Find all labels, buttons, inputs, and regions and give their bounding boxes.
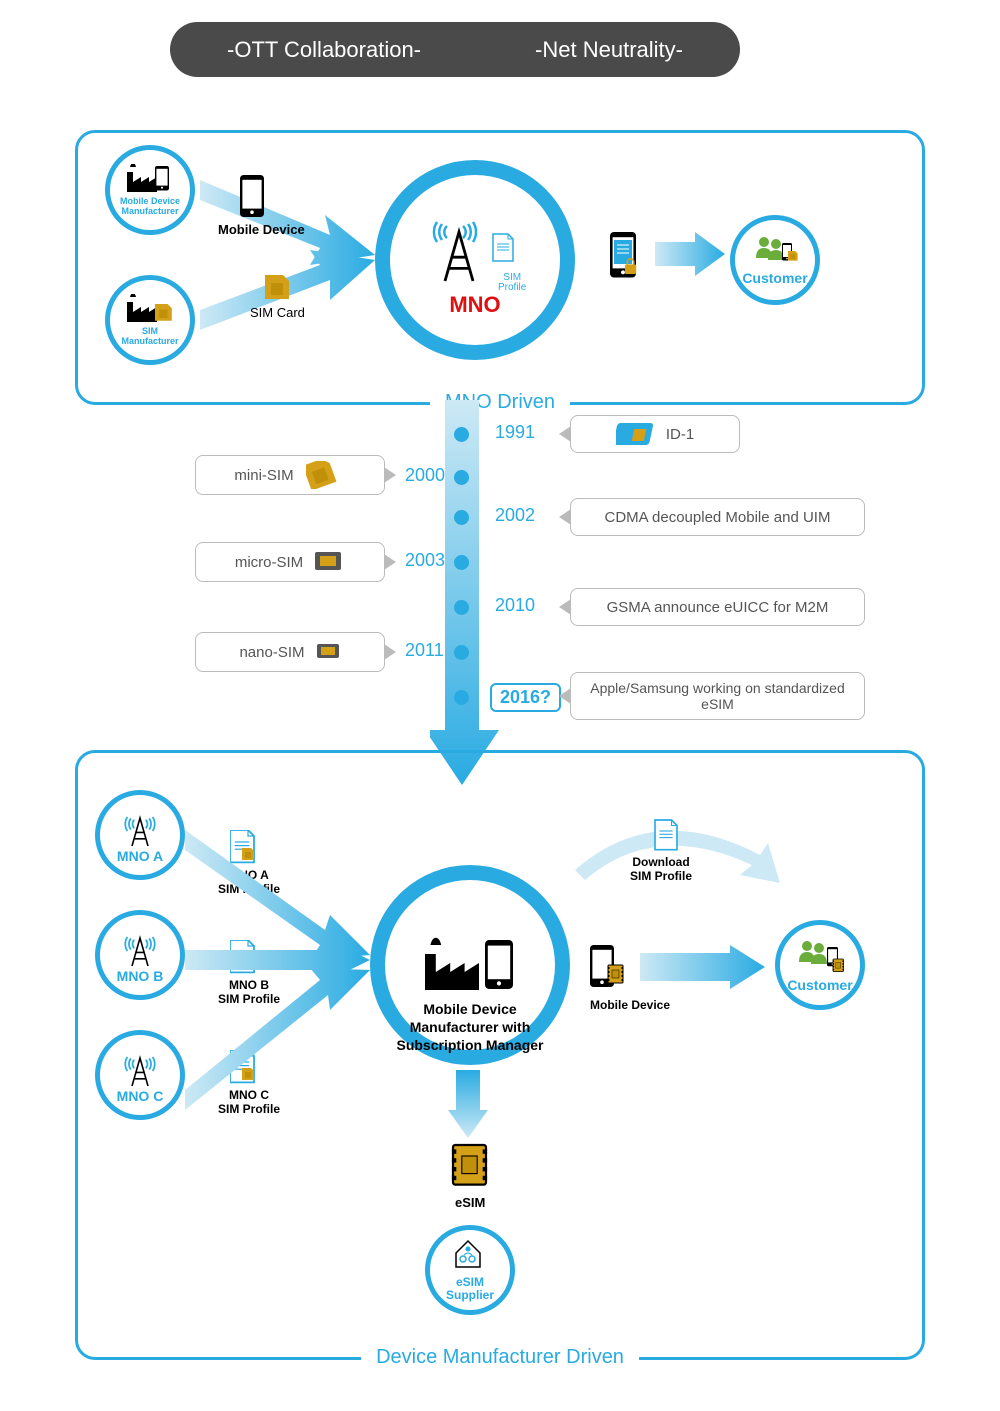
timeline-bubble-6: Apple/Samsung working on standardized eS… [570,672,865,720]
header-left: -OTT Collaboration- [227,37,421,63]
sim-profile-label: SIMProfile [498,273,526,293]
node-customer-bottom: Customer [775,920,865,1010]
timeline-text-1: mini-SIM [234,467,293,484]
timeline-year-0: 1991 [495,422,535,443]
mno-b-label: MNO B [117,969,164,984]
header-pill: -OTT Collaboration- -Net Neutrality- [170,22,740,77]
micro-sim-icon [315,552,345,572]
timeline-bubble-5: nano-SIM [195,632,385,672]
timeline-year-4: 2010 [495,595,535,616]
arrows-to-mno [200,160,380,360]
esim-up-arrow [448,1070,488,1140]
arrow-device-customer [570,945,770,995]
timeline-year-5: 2011 [405,640,444,661]
timeline-bubble-3: micro-SIM [195,542,385,582]
center-label: Mobile DeviceManufacturer withSubscripti… [395,1000,545,1055]
mobile-device-label-2: Mobile Device [590,998,670,1012]
sim-card-label: SIM Card [250,305,305,320]
header-right: -Net Neutrality- [535,37,683,63]
timeline-text-4: GSMA announce eUICC for M2M [607,599,829,616]
timeline-text-0: ID-1 [666,426,694,443]
timeline-bubble-2: CDMA decoupled Mobile and UIM [570,498,865,536]
customer-label-bottom: Customer [787,978,852,993]
timeline-bubble-1: mini-SIM [195,455,385,495]
node-mno-a: MNO A [95,790,185,880]
tower-icon [115,1046,165,1086]
nano-sim-icon [317,644,341,660]
timeline-dot [454,555,469,570]
mno-a-label: MNO A [117,849,163,864]
timeline-dot [454,690,469,705]
timeline-text-5: nano-SIM [239,644,304,661]
node-mno: SIMProfile MNO [375,160,575,360]
tower-icon [115,806,165,846]
mobile-device-label: Mobile Device [218,222,305,237]
id1-icon [616,421,656,447]
arrows-abc-to-center [185,800,385,1130]
esim-chip-icon [445,1140,495,1195]
timeline-year-2: 2002 [495,505,535,526]
timeline-arrow [430,400,500,790]
timeline-year-3: 2003 [405,550,445,571]
supplier-icon [450,1238,490,1273]
customer-label-top: Customer [742,271,807,286]
node-esim-supplier: eSIMSupplier [425,1225,515,1315]
timeline-bubble-0: ID-1 [570,415,740,453]
mini-sim-icon [306,461,346,489]
timeline-dot [454,645,469,660]
arrow-mno-customer [600,230,730,290]
timeline-dot [454,510,469,525]
mdm-label: Mobile DeviceManufacturer [120,197,180,217]
esim-label: eSIM [455,1195,485,1210]
people-icon [750,233,800,268]
timeline-dot [454,470,469,485]
people-icon [793,937,848,975]
mno-label: MNO [449,292,500,318]
timeline-dot [454,600,469,615]
node-customer-top: Customer [730,215,820,305]
download-label: DownloadSIM Profile [630,855,692,883]
esim-supplier-label: eSIMSupplier [446,1276,494,1302]
simmfr-label: SIMManufacturer [121,327,178,347]
mobile-device-icon [240,175,270,220]
timeline-text-3: micro-SIM [235,554,303,571]
node-mno-c: MNO C [95,1030,185,1120]
timeline-text-2: CDMA decoupled Mobile and UIM [605,509,831,526]
tower-icon [115,926,165,966]
panel-bottom-title: Device Manufacturer Driven [361,1346,639,1369]
timeline-year-1: 2000 [405,465,445,486]
timeline-bubble-4: GSMA announce eUICC for M2M [570,588,865,626]
mno-c-label: MNO C [117,1089,164,1104]
timeline-dot [454,427,469,442]
timeline-year-6: 2016? [490,683,561,712]
sim-card-icon [265,275,295,305]
factory-phone-icon [125,164,175,194]
node-mno-b: MNO B [95,910,185,1000]
node-mdm: Mobile DeviceManufacturer [105,145,195,235]
node-simmfr: SIMManufacturer [105,275,195,365]
factory-sim-icon [125,294,175,324]
factory-phone-lg-icon [415,930,525,1000]
timeline-text-6: Apple/Samsung working on standardized eS… [583,680,852,712]
